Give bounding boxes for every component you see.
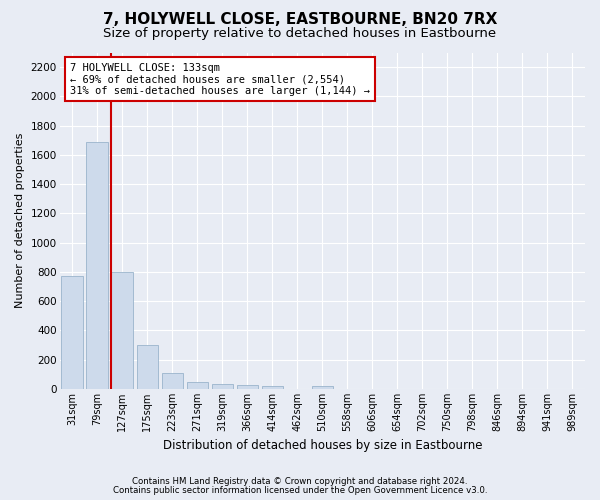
X-axis label: Distribution of detached houses by size in Eastbourne: Distribution of detached houses by size … <box>163 440 482 452</box>
Text: 7 HOLYWELL CLOSE: 133sqm
← 69% of detached houses are smaller (2,554)
31% of sem: 7 HOLYWELL CLOSE: 133sqm ← 69% of detach… <box>70 62 370 96</box>
Bar <box>212 384 233 389</box>
Bar <box>61 276 83 389</box>
Text: Contains HM Land Registry data © Crown copyright and database right 2024.: Contains HM Land Registry data © Crown c… <box>132 477 468 486</box>
Text: Contains public sector information licensed under the Open Government Licence v3: Contains public sector information licen… <box>113 486 487 495</box>
Bar <box>161 373 183 389</box>
Bar <box>86 142 108 389</box>
Bar <box>187 382 208 389</box>
Y-axis label: Number of detached properties: Number of detached properties <box>15 133 25 308</box>
Text: 7, HOLYWELL CLOSE, EASTBOURNE, BN20 7RX: 7, HOLYWELL CLOSE, EASTBOURNE, BN20 7RX <box>103 12 497 28</box>
Bar <box>262 386 283 389</box>
Bar <box>311 386 333 389</box>
Text: Size of property relative to detached houses in Eastbourne: Size of property relative to detached ho… <box>103 28 497 40</box>
Bar <box>236 386 258 389</box>
Bar <box>137 345 158 389</box>
Bar <box>112 272 133 389</box>
